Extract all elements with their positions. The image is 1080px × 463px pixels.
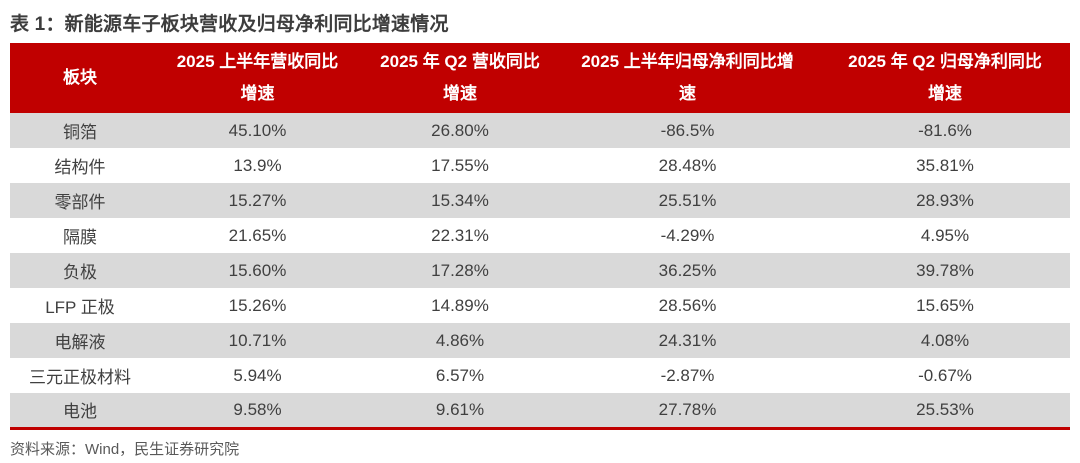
- table-row: LFP 正极 15.26% 14.89% 28.56% 15.65%: [10, 288, 1070, 323]
- table-row: 零部件 15.27% 15.34% 25.51% 28.93%: [10, 183, 1070, 218]
- value-cell: 10.71%: [228, 330, 287, 350]
- sector-cell: 铜箔: [63, 123, 97, 142]
- header-cell-q2-profit-growth: 2025 年 Q2 归母净利同比增速: [848, 52, 1042, 103]
- header-row: 板块 2025 上半年营收同比增速 2025 年 Q2 营收同比增速 2025 …: [10, 43, 1070, 113]
- value-cell: 39.78%: [916, 260, 974, 280]
- sector-cell: 隔膜: [63, 228, 97, 247]
- value-cell: 9.61%: [435, 399, 485, 419]
- value-cell: 13.9%: [233, 155, 282, 175]
- value-cell: 15.34%: [431, 190, 489, 210]
- value-cell: -86.5%: [660, 120, 715, 140]
- value-cell: 4.86%: [435, 330, 485, 350]
- value-cell: 9.58%: [233, 399, 282, 419]
- table-row: 电解液 10.71% 4.86% 24.31% 4.08%: [10, 323, 1070, 358]
- sector-cell: 电解液: [54, 333, 106, 352]
- value-cell: 21.65%: [228, 225, 287, 245]
- header-cell-h1-revenue-growth: 2025 上半年营收同比增速: [176, 52, 339, 103]
- value-cell: 15.65%: [916, 295, 974, 315]
- table-header: 板块 2025 上半年营收同比增速 2025 年 Q2 营收同比增速 2025 …: [10, 43, 1070, 113]
- value-cell: 28.93%: [916, 190, 974, 210]
- value-cell: -0.67%: [918, 365, 972, 385]
- table-row: 隔膜 21.65% 22.31% -4.29% 4.95%: [10, 218, 1070, 253]
- value-cell: 4.08%: [920, 330, 970, 350]
- table-row: 三元正极材料 5.94% 6.57% -2.87% -0.67%: [10, 358, 1070, 393]
- value-cell: 45.10%: [228, 120, 287, 140]
- value-cell: 36.25%: [658, 260, 717, 280]
- sector-cell: 零部件: [54, 193, 106, 212]
- value-cell: 5.94%: [233, 365, 282, 385]
- table-title: 表 1：新能源车子板块营收及归母净利同比增速情况: [10, 14, 449, 35]
- table-row: 铜箔 45.10% 26.80% -86.5% -81.6%: [10, 113, 1070, 148]
- header-cell-h1-profit-growth: 2025 上半年归母净利同比增速: [581, 52, 794, 103]
- value-cell: 22.31%: [431, 225, 489, 245]
- value-cell: 28.56%: [658, 295, 717, 315]
- header-cell-sector: 板块: [63, 68, 97, 87]
- source-note: 资料来源：Wind，民生证券研究院: [10, 440, 240, 458]
- value-cell: 15.27%: [228, 190, 287, 210]
- header-cell-q2-revenue-growth: 2025 年 Q2 营收同比增速: [380, 52, 540, 103]
- value-cell: -81.6%: [918, 120, 972, 140]
- value-cell: 27.78%: [658, 399, 717, 419]
- sector-cell: 三元正极材料: [29, 368, 131, 387]
- value-cell: 35.81%: [916, 155, 974, 175]
- value-cell: 15.26%: [228, 295, 287, 315]
- value-cell: 14.89%: [431, 295, 489, 315]
- value-cell: 28.48%: [658, 155, 717, 175]
- sector-cell: 结构件: [54, 158, 106, 177]
- table-row: 电池 9.58% 9.61% 27.78% 25.53%: [10, 393, 1070, 428]
- value-cell: 24.31%: [658, 330, 717, 350]
- value-cell: -2.87%: [660, 365, 715, 385]
- value-cell: 25.53%: [916, 399, 974, 419]
- value-cell: -4.29%: [660, 225, 715, 245]
- value-cell: 15.60%: [228, 260, 287, 280]
- table-row: 负极 15.60% 17.28% 36.25% 39.78%: [10, 253, 1070, 288]
- sector-cell: 电池: [63, 402, 97, 422]
- table-row: 结构件 13.9% 17.55% 28.48% 35.81%: [10, 148, 1070, 183]
- sector-cell: LFP 正极: [45, 298, 115, 317]
- value-cell: 26.80%: [431, 120, 489, 140]
- sector-growth-table: 板块 2025 上半年营收同比增速 2025 年 Q2 营收同比增速 2025 …: [10, 43, 1070, 430]
- table-body: 铜箔 45.10% 26.80% -86.5% -81.6% 结构件 13.9%…: [10, 113, 1070, 428]
- value-cell: 17.55%: [431, 155, 489, 175]
- value-cell: 17.28%: [431, 260, 489, 280]
- value-cell: 4.95%: [920, 225, 970, 245]
- sector-cell: 负极: [63, 263, 97, 282]
- value-cell: 25.51%: [658, 190, 717, 210]
- value-cell: 6.57%: [435, 365, 485, 385]
